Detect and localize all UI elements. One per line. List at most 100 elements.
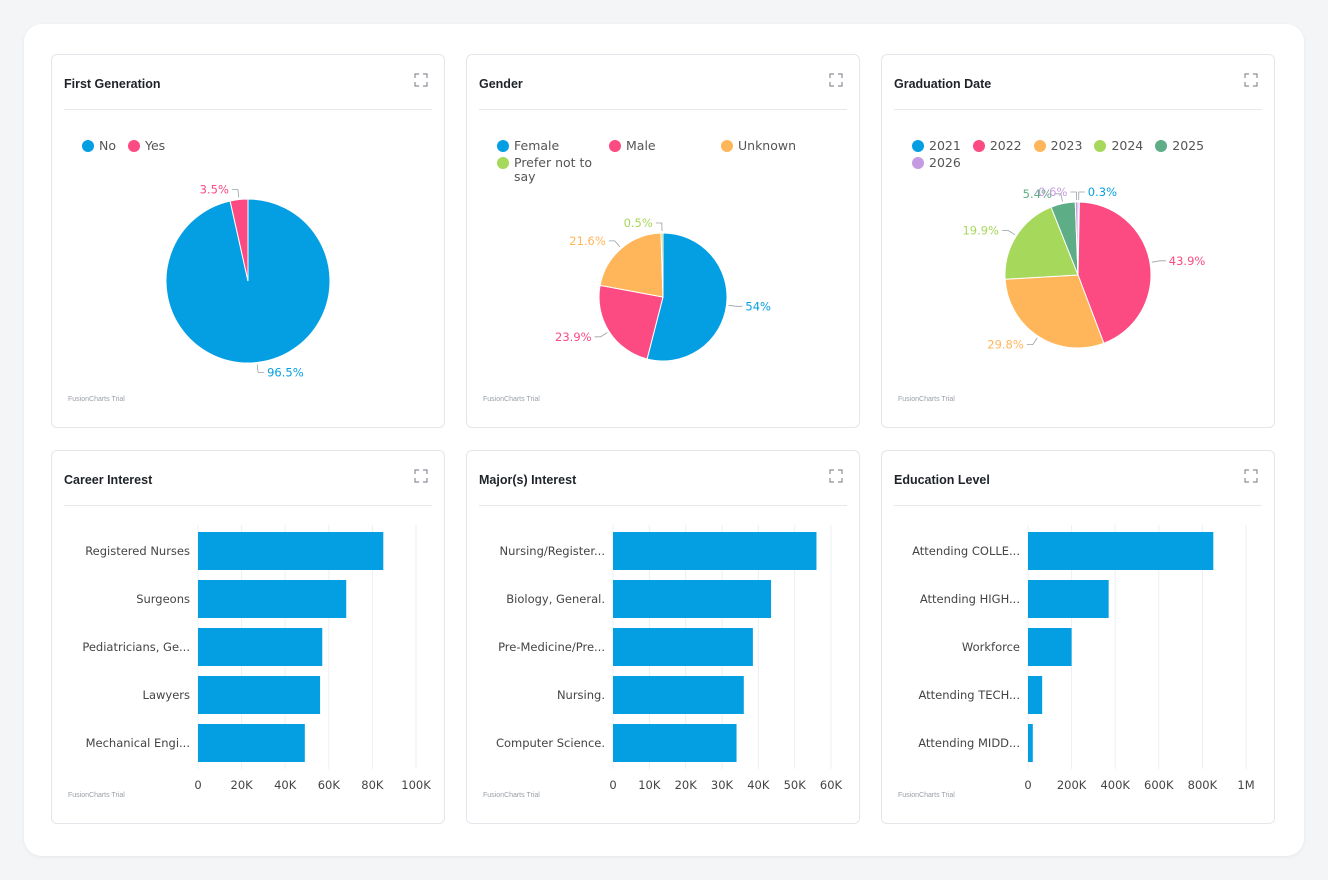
card-divider (479, 109, 847, 110)
x-tick-label: 20K (231, 778, 254, 792)
card-divider (64, 505, 432, 506)
y-category-label: Nursing. (557, 688, 605, 702)
pie-leader-line (728, 304, 743, 307)
legend-label: Male (626, 138, 656, 153)
card-divider (64, 109, 432, 110)
legend-item[interactable]: 2023 (1033, 138, 1083, 153)
legend-label: No (99, 138, 116, 153)
y-category-label: Surgeons (136, 592, 190, 606)
trial-watermark: FusionCharts Trial (483, 792, 540, 799)
pie-slice (1004, 274, 1105, 349)
y-category-label: Pediatricians, Ge... (82, 640, 190, 654)
legend-label: 2023 (1050, 138, 1083, 153)
pie-data-label: 23.9% (555, 330, 592, 344)
legend-marker (609, 140, 621, 152)
x-tick-label: 100K (401, 778, 431, 792)
legend-label: Female (514, 138, 560, 153)
legend-item[interactable]: Unknown (721, 139, 821, 153)
legend-marker (912, 157, 924, 169)
bar (198, 724, 305, 762)
legend-item[interactable]: 2022 (972, 139, 1022, 153)
pie-data-label: 3.5% (200, 183, 229, 197)
y-category-label: Attending TECH... (918, 688, 1020, 702)
expand-icon[interactable] (829, 469, 843, 483)
bar (613, 628, 753, 666)
pie-leader-line (608, 240, 621, 248)
bar (198, 628, 323, 666)
x-tick-label: 40K (747, 778, 770, 792)
y-category-label: Mechanical Engi... (86, 736, 190, 750)
pie-data-label: 5.4% (1023, 187, 1052, 201)
x-tick-label: 0 (609, 778, 616, 792)
expand-icon[interactable] (414, 469, 428, 483)
legend-label: Yes (145, 138, 166, 153)
chart-legend: No Yes (82, 139, 430, 153)
pie-data-label: 21.6% (569, 234, 606, 248)
card-majors-interest: Major(s) Interest 0 10K 20K 30K 40K 50K 60K Nur… (466, 450, 860, 824)
gender-pie-chart: 54% 23.9% 21.6% 0.5% (555, 216, 771, 362)
y-category-label: Biology, General. (506, 592, 605, 606)
x-tick-label: 400K (1100, 778, 1130, 792)
legend-marker (1094, 140, 1107, 152)
pie-leader-line (594, 332, 608, 338)
legend-item[interactable]: Female (497, 139, 597, 153)
legend-marker (497, 157, 509, 169)
expand-icon[interactable] (414, 73, 428, 87)
bar (198, 532, 384, 570)
y-category-label: Attending COLLE... (912, 544, 1020, 558)
legend-marker (82, 140, 94, 152)
pie-data-label: 0.5% (624, 216, 653, 230)
card-title: Major(s) Interest (479, 473, 577, 487)
legend-item[interactable]: 2025 (1155, 139, 1204, 153)
bar (198, 676, 321, 714)
majors-interest-bar-chart: 0 10K 20K 30K 40K 50K 60K Nursing/Register... Bi… (496, 525, 843, 792)
legend-label: 2024 (1111, 138, 1144, 153)
pie-data-label: 0.6% (1038, 185, 1067, 199)
card-title: Graduation Date (894, 77, 992, 91)
pie-leader-line (1054, 193, 1063, 202)
pie-data-label: 96.5% (267, 365, 304, 379)
legend-label: Prefer not to say (514, 155, 593, 184)
legend-label: 2021 (929, 138, 961, 153)
legend-item[interactable]: 2021 (912, 139, 961, 153)
expand-icon[interactable] (1244, 73, 1258, 87)
legend-marker (128, 140, 140, 152)
pie-slice (660, 232, 664, 298)
bar (1028, 676, 1043, 714)
pie-leader-line (1026, 337, 1038, 346)
trial-watermark: FusionCharts Trial (483, 396, 540, 403)
bar (1028, 628, 1072, 666)
legend-item[interactable]: No (82, 139, 116, 153)
card-divider (894, 109, 1262, 110)
y-category-label: Nursing/Register... (499, 544, 605, 558)
legend-item[interactable]: 2026 (912, 156, 961, 170)
legend-item[interactable]: Prefer not to say (497, 156, 597, 184)
bar (613, 676, 744, 714)
card-title: Career Interest (64, 473, 153, 487)
legend-item[interactable]: Yes (128, 139, 165, 153)
legend-item[interactable]: 2024 (1094, 139, 1143, 153)
y-category-label: Pre-Medicine/Pre... (498, 640, 605, 654)
card-career-interest: Career Interest 0 20K 40K 60K 80K 100K Registe… (51, 450, 445, 824)
legend-item[interactable]: Male (609, 139, 709, 153)
x-tick-label: 10K (638, 778, 661, 792)
card-first-generation: First Generation No Yes 96.5% 3.5% Fusion… (51, 54, 445, 428)
pie-leader-line (655, 222, 663, 232)
bar (613, 724, 737, 762)
graduation-date-pie-chart: 0.3% 43.9% 29.8% 19.9% 5.4%0.6% (962, 185, 1205, 352)
pie-leader-line (1078, 191, 1085, 201)
chart-legend: Female Male Unknown Prefer not to say (497, 139, 845, 184)
x-tick-label: 200K (1057, 778, 1087, 792)
trial-watermark: FusionCharts Trial (898, 792, 955, 799)
legend-label: 2025 (1172, 138, 1205, 153)
y-category-label: Registered Nurses (85, 544, 190, 558)
pie-data-label: 29.8% (987, 338, 1024, 352)
expand-icon[interactable] (1244, 469, 1258, 483)
legend-marker (912, 140, 924, 152)
expand-icon[interactable] (829, 73, 843, 87)
pie-data-label: 54% (745, 299, 771, 313)
x-tick-label: 1M (1237, 778, 1254, 792)
dashboard-panel: First Generation No Yes 96.5% 3.5% Fusion… (24, 24, 1304, 856)
y-category-label: Attending HIGH... (920, 592, 1020, 606)
legend-marker (721, 140, 733, 152)
